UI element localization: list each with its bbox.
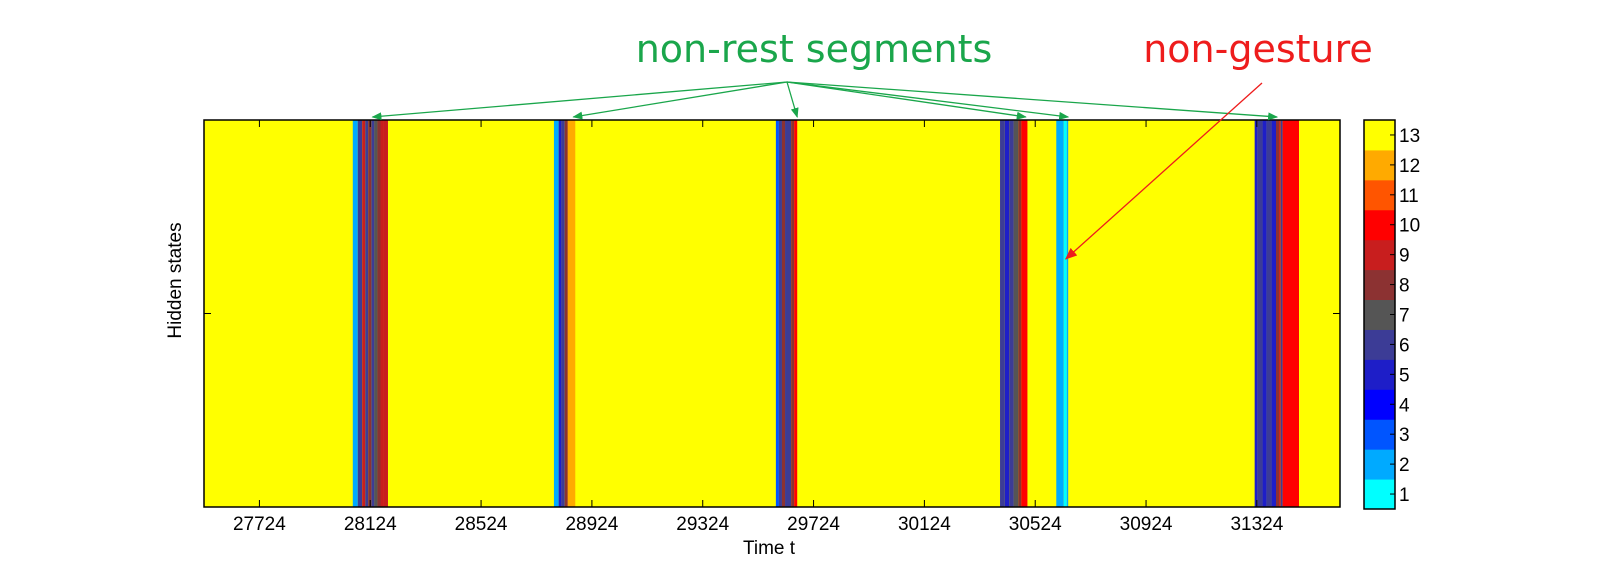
state-segment xyxy=(1275,120,1280,507)
state-segment xyxy=(1254,120,1258,507)
colorbar-tick-label: 13 xyxy=(1399,126,1420,147)
colorbar-tick-label: 12 xyxy=(1399,156,1420,177)
state-segment xyxy=(1063,120,1067,507)
y-axis-label: Hidden states xyxy=(165,222,186,338)
colorbar-tick-label: 3 xyxy=(1399,425,1410,446)
x-tick-label: 27724 xyxy=(233,514,286,535)
state-segment xyxy=(374,120,378,507)
state-segment xyxy=(377,120,381,507)
x-axis: 27724 28124 28524 28924 29324 29724 30124 30524… xyxy=(204,120,1340,535)
plot-background xyxy=(204,120,1340,507)
colorbar-swatch xyxy=(1364,389,1395,420)
x-tick-label: 28524 xyxy=(455,514,508,535)
non-rest-arrow xyxy=(786,81,799,118)
state-segment xyxy=(553,120,559,507)
colorbar-tick-label: 1 xyxy=(1399,485,1410,506)
colorbar-tick-label: 9 xyxy=(1399,246,1410,267)
colorbar-tick-label: 10 xyxy=(1399,216,1420,237)
state-segment xyxy=(1262,120,1267,507)
colorbar-tick-label: 11 xyxy=(1399,186,1419,207)
colorbar-tick-label: 4 xyxy=(1399,395,1410,416)
colorbar-swatch xyxy=(1364,419,1395,450)
state-segment xyxy=(1280,120,1283,507)
state-segment xyxy=(775,120,779,507)
state-segment xyxy=(778,120,782,507)
colorbar-swatch xyxy=(1364,479,1395,510)
colorbar-tick-label: 5 xyxy=(1399,365,1410,386)
state-segment xyxy=(383,120,388,507)
state-segment xyxy=(1027,120,1038,507)
state-segment xyxy=(1013,120,1019,507)
state-segment xyxy=(380,120,384,507)
non-gesture-arrow xyxy=(1065,82,1263,260)
state-segment xyxy=(1066,120,1069,507)
state-segment xyxy=(1004,120,1010,507)
state-segment xyxy=(365,120,369,507)
state-segment xyxy=(1257,120,1263,507)
state-segment xyxy=(567,120,576,507)
state-segment xyxy=(368,120,372,507)
state-segment xyxy=(794,120,798,507)
x-tick-label: 29324 xyxy=(676,514,729,535)
colorbar-tick-label: 2 xyxy=(1399,455,1410,476)
x-tick-label: 30524 xyxy=(1009,514,1062,535)
x-tick-label: 28924 xyxy=(565,514,618,535)
plot-area xyxy=(203,119,1341,508)
non-rest-arrow xyxy=(371,81,788,121)
x-axis-label: Time t xyxy=(743,538,796,559)
non-rest-arrow xyxy=(786,81,1027,120)
colorbar-swatch xyxy=(1364,299,1395,330)
colorbar-swatch xyxy=(1364,209,1395,241)
non-rest-segments-annotation: non-rest segments xyxy=(636,27,993,71)
x-tick-label: 30124 xyxy=(898,514,951,535)
colorbar-swatch xyxy=(1364,269,1395,301)
state-segment xyxy=(1018,120,1022,507)
state-segment xyxy=(1021,120,1028,507)
state-segment xyxy=(781,120,786,507)
x-tick-label: 30924 xyxy=(1120,514,1173,535)
non-rest-arrow xyxy=(786,81,1279,121)
non-rest-arrows xyxy=(371,81,1279,121)
colorbar-swatch xyxy=(1364,149,1395,181)
colorbar-swatch xyxy=(1364,120,1395,151)
state-segment xyxy=(1282,120,1299,507)
state-segment xyxy=(1279,120,1281,507)
non-rest-arrow xyxy=(786,81,1070,120)
colorbar-tick-label: 8 xyxy=(1399,276,1410,297)
state-segment xyxy=(791,120,795,507)
colorbar-tick-label: 6 xyxy=(1399,335,1410,356)
x-tick-label: 29724 xyxy=(787,514,840,535)
x-tick-label: 28124 xyxy=(344,514,397,535)
state-segment xyxy=(362,120,366,507)
colorbar-swatch xyxy=(1364,329,1395,360)
state-segment xyxy=(558,120,562,507)
non-gesture-annotation: non-gesture xyxy=(1143,27,1373,71)
state-segment xyxy=(785,120,792,507)
colorbar-tick-label: 7 xyxy=(1399,306,1410,327)
colorbar-swatch xyxy=(1364,359,1395,390)
state-segment xyxy=(1009,120,1014,507)
state-segment xyxy=(1000,120,1005,507)
state-segment xyxy=(357,120,363,507)
state-segment xyxy=(561,120,565,507)
state-segment xyxy=(1056,120,1064,507)
annotations: non-rest segments non-gesture xyxy=(371,27,1373,260)
state-segments xyxy=(352,120,1299,507)
state-segment xyxy=(1266,120,1272,507)
state-segment xyxy=(564,120,568,507)
x-tick-label: 31324 xyxy=(1230,514,1283,535)
colorbar-swatch xyxy=(1364,239,1395,271)
non-rest-arrow xyxy=(572,81,788,120)
state-segment xyxy=(371,120,375,507)
non-gesture-arrow-line xyxy=(1065,82,1263,260)
colorbar-swatch xyxy=(1364,449,1395,480)
colorbar-swatch xyxy=(1364,179,1395,211)
state-segment xyxy=(1271,120,1276,507)
state-segment xyxy=(352,120,358,507)
